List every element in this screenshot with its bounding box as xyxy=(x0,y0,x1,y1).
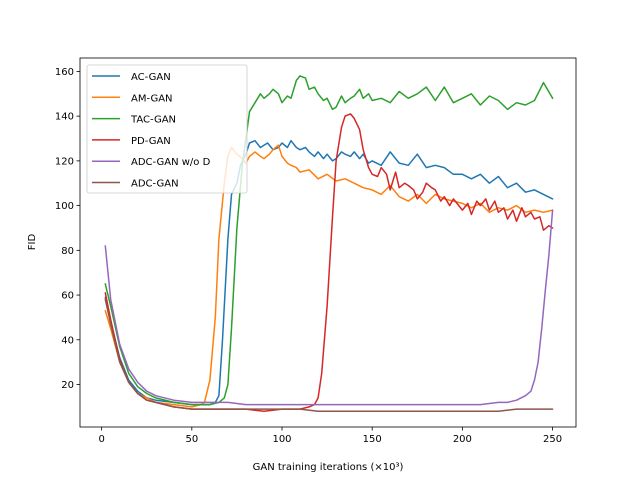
x-tick-label: 250 xyxy=(543,434,562,445)
plot-frame xyxy=(79,57,577,428)
legend-entry-label: PD-GAN xyxy=(131,136,171,147)
x-tick-label: 200 xyxy=(453,434,472,445)
y-tick-label: 160 xyxy=(55,67,74,78)
y-tick-label: 60 xyxy=(61,291,74,302)
y-tick-label: 40 xyxy=(61,335,74,346)
x-tick-label: 50 xyxy=(185,434,198,445)
series-line-tac-gan xyxy=(104,75,554,406)
legend: AC-GAN AM-GAN TAC-GAN PD-GAN ADC-GAN w/o D AD… xyxy=(86,64,248,194)
legend-entry-label: ADC-GAN xyxy=(131,179,179,190)
series-line-pd-gan xyxy=(104,113,554,413)
y-tick-label: 20 xyxy=(61,380,74,391)
legend-entry-label: ADC-GAN w/o D xyxy=(131,157,211,168)
y-tick-label: 140 xyxy=(55,112,74,123)
x-tick-label: 0 xyxy=(98,434,104,445)
y-axis-ticks: 20 40 60 80 100 120 140 160 xyxy=(55,67,80,391)
y-tick-label: 120 xyxy=(55,156,74,167)
legend-entry-label: AC-GAN xyxy=(131,72,171,83)
plot-lines xyxy=(104,75,554,413)
legend-entry-label: TAC-GAN xyxy=(130,115,176,126)
x-tick-label: 150 xyxy=(363,434,382,445)
legend-entry-label: AM-GAN xyxy=(131,93,173,104)
y-tick-label: 80 xyxy=(61,246,74,257)
x-axis-ticks: 0 50 100 150 200 250 xyxy=(98,427,562,445)
y-axis-label: FID xyxy=(27,234,38,251)
series-line-adc-gan xyxy=(104,298,554,413)
x-tick-label: 100 xyxy=(272,434,291,445)
legend-box xyxy=(86,64,248,194)
x-axis-label: GAN training iterations (×10³) xyxy=(253,462,404,473)
series-line-adc-gan-w-o-d xyxy=(104,209,554,406)
y-tick-label: 100 xyxy=(55,201,74,212)
